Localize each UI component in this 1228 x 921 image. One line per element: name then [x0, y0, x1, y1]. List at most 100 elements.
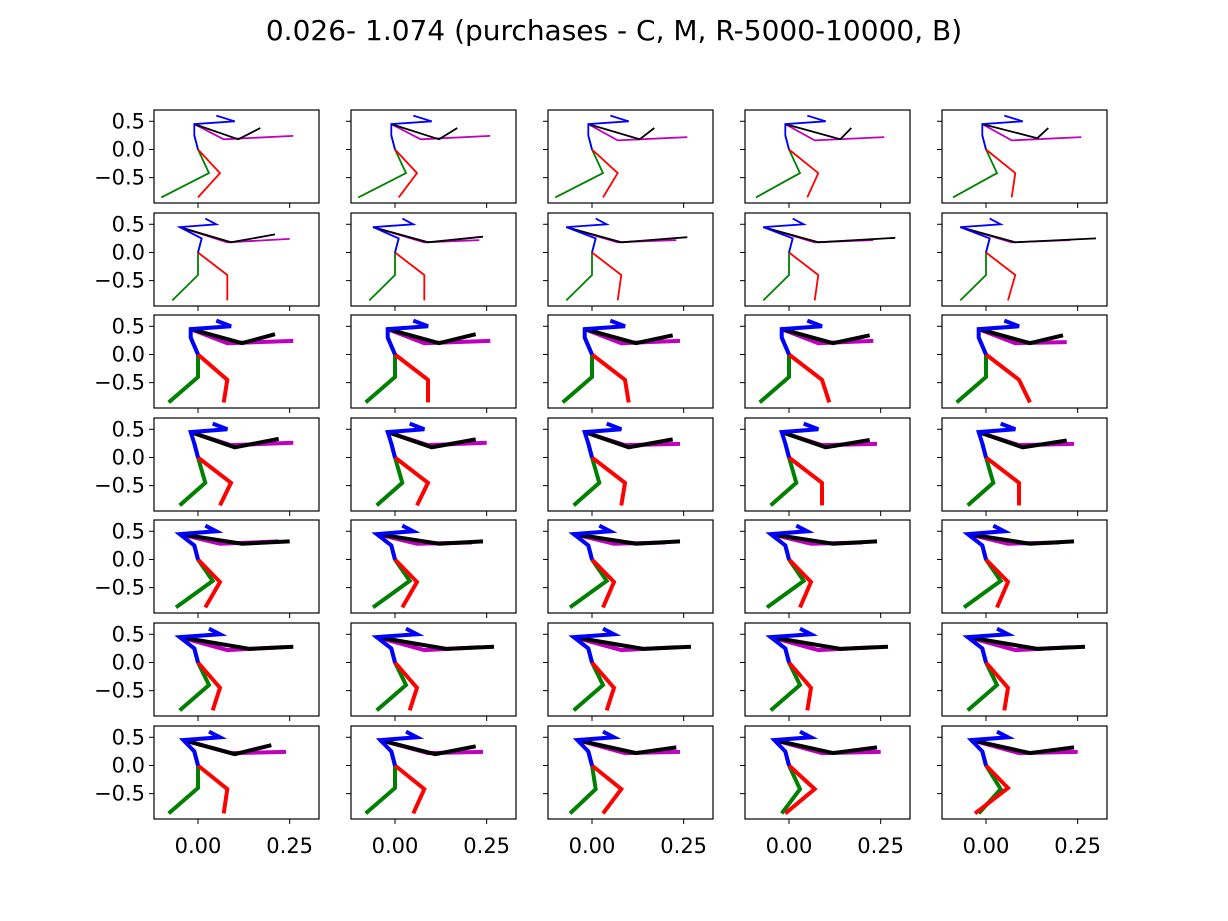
- subplot-r4-c1: [346, 519, 517, 618]
- series-blue-line: [178, 729, 228, 767]
- y-tick-label: 0.5: [112, 622, 145, 646]
- series-red-line: [393, 763, 427, 815]
- y-tick-label: 0.0: [112, 547, 145, 571]
- series-green-line: [755, 135, 802, 199]
- series-red-line: [787, 352, 832, 404]
- series-blue-line: [981, 114, 1023, 150]
- axes-frame: [941, 725, 1108, 820]
- subplot-r6-c2: 0.00 0.25: [543, 725, 714, 858]
- series-magenta-line: [193, 123, 294, 141]
- series-blue-line: [188, 318, 232, 356]
- series-red-line: [196, 455, 234, 507]
- series-red-line: [591, 148, 619, 198]
- series-blue-line: [385, 318, 429, 356]
- series-black-line: [379, 738, 477, 757]
- series-green-line: [572, 647, 606, 712]
- x-tick-label: 0.00: [963, 834, 1010, 858]
- subplot-r0-c1: [346, 109, 517, 208]
- series-red-line: [985, 251, 1017, 301]
- series-red-line: [787, 661, 814, 711]
- series-red-line: [394, 251, 426, 301]
- subplot-r1-c4: [937, 212, 1108, 311]
- axes-frame: [547, 417, 714, 512]
- series-blue-line: [174, 523, 224, 561]
- series-blue-line: [582, 421, 623, 459]
- axes-frame: [744, 314, 911, 409]
- series-green-line: [952, 135, 999, 199]
- series-red-line: [197, 251, 229, 301]
- series-red-line: [984, 352, 1032, 404]
- subplot-r2-c1: [346, 314, 517, 413]
- series-black-line: [376, 635, 495, 651]
- series-black-line: [376, 532, 484, 546]
- series-blue-line: [385, 421, 426, 459]
- series-green-line: [966, 647, 1000, 712]
- y-tick-label: 0.0: [112, 342, 145, 366]
- axes-frame: [350, 725, 517, 820]
- series-green-line: [171, 238, 203, 302]
- x-tick-label: 0.00: [175, 834, 222, 858]
- y-tick-label: 0.5: [112, 725, 145, 749]
- series-green-line: [765, 544, 807, 610]
- x-tick-label: 0.00: [766, 834, 813, 858]
- series-red-line: [590, 455, 628, 506]
- series-blue-line: [188, 421, 229, 459]
- subplot-r2-c3: [740, 314, 911, 413]
- axes-frame: [941, 519, 1108, 614]
- axes-frame: [350, 622, 517, 717]
- series-black-line: [960, 226, 1097, 244]
- subplot-r5-c0: 0.5 0.0 −0.5: [94, 622, 320, 721]
- series-green-line: [174, 544, 216, 610]
- series-black-line: [179, 226, 276, 244]
- series-red-line: [787, 455, 824, 506]
- subplot-r1-c3: [740, 212, 911, 311]
- series-blue-line: [769, 729, 819, 767]
- axes-frame: [941, 417, 1108, 512]
- series-black-line: [982, 123, 1049, 140]
- y-tick-label: 0.0: [112, 445, 145, 469]
- series-black-line: [978, 327, 1064, 346]
- series-green-line: [769, 647, 803, 712]
- y-tick-label: −0.5: [94, 371, 145, 395]
- subplot-r3-c2: [543, 417, 714, 516]
- series-black-line: [781, 327, 871, 346]
- subplot-r4-c4: [937, 519, 1108, 618]
- x-tick-label: 0.25: [266, 834, 313, 858]
- y-tick-label: −0.5: [94, 166, 145, 190]
- subplot-r4-c3: [740, 519, 911, 618]
- axes-frame: [744, 417, 911, 512]
- axes-frame: [941, 622, 1108, 717]
- axes-frame: [153, 314, 320, 409]
- series-green-line: [375, 647, 409, 712]
- series-black-line: [190, 430, 280, 450]
- x-tick-label: 0.25: [463, 834, 510, 858]
- subplot-r3-c1: [346, 417, 517, 516]
- series-blue-line: [959, 217, 1004, 253]
- series-black-line: [566, 226, 688, 244]
- axes-frame: [153, 109, 320, 204]
- series-black-line: [179, 635, 294, 651]
- series-green-line: [572, 442, 602, 507]
- axes-frame: [547, 622, 714, 717]
- y-tick-label: 0.5: [112, 519, 145, 543]
- subplot-r3-c4: [937, 417, 1108, 516]
- series-black-line: [773, 738, 878, 756]
- series-blue-line: [193, 114, 235, 150]
- series-blue-line: [966, 729, 1016, 767]
- series-blue-line: [372, 217, 417, 253]
- series-blue-line: [976, 318, 1020, 356]
- series-red-line: [984, 558, 1011, 609]
- subplot-r0-c4: [937, 109, 1108, 208]
- series-green-line: [959, 238, 991, 302]
- series-magenta-line: [784, 123, 885, 142]
- series-magenta-line: [587, 123, 688, 142]
- subplot-r4-c0: 0.5 0.0 −0.5: [94, 519, 320, 618]
- series-blue-line: [371, 626, 425, 664]
- series-green-line: [565, 238, 597, 302]
- y-tick-label: 0.0: [112, 650, 145, 674]
- series-blue-line: [568, 626, 622, 664]
- series-blue-line: [375, 729, 425, 767]
- series-blue-line: [779, 421, 820, 459]
- axes-frame: [153, 725, 320, 820]
